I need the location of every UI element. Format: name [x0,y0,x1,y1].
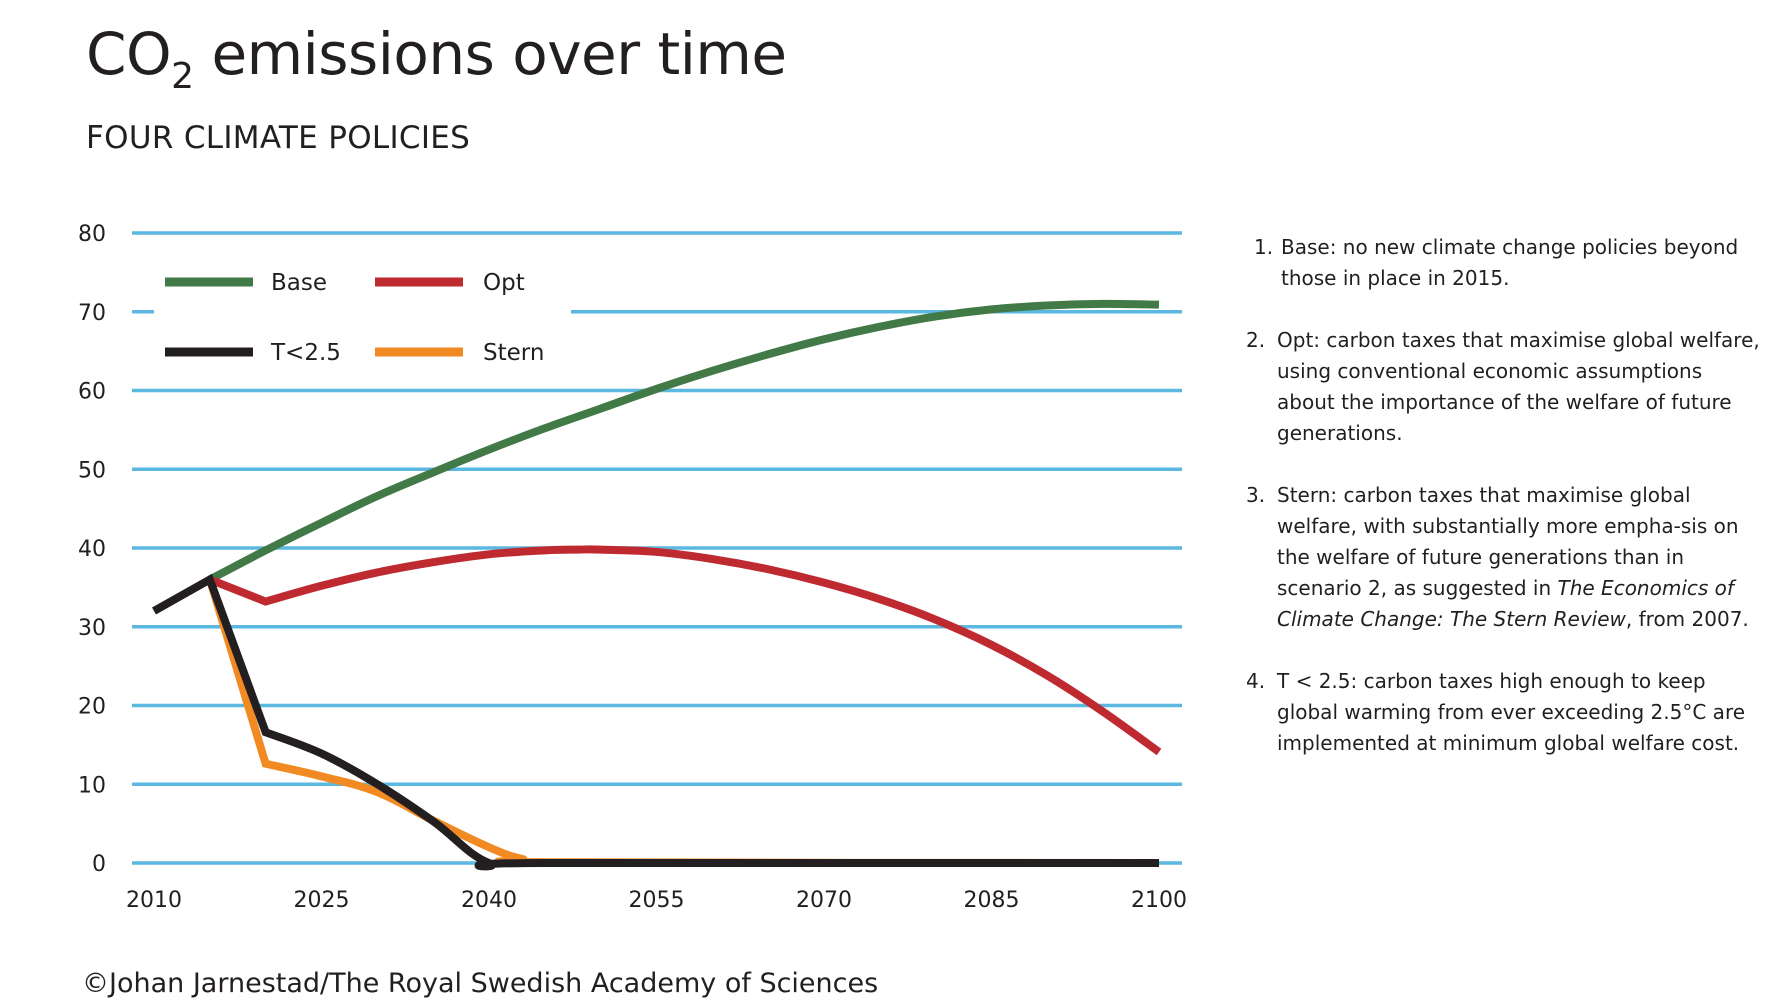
x-tick-label: 2040 [461,888,517,913]
y-axis-ticks: 0 10 20 30 40 50 60 70 80 [78,222,106,877]
legend-label-opt: Opt [483,270,525,296]
legend: Base Opt T<2.5 Stern [165,270,544,366]
policy-note: 2. Opt: carbon taxes that maximise global… [1246,325,1766,449]
y-tick-label: 80 [78,222,106,247]
note-number: 2. [1246,328,1266,352]
series-line-t-2-5 [152,573,1159,871]
note-text: T < 2.5: carbon taxes high enough to kee… [1277,669,1746,755]
policy-note: 1. Base: no new climate change policies b… [1246,232,1766,294]
note-text: Base: no new climate change policies bey… [1281,235,1739,290]
note-citation: The Economics of Climate Change: The Ste… [1277,576,1734,631]
y-tick-label: 70 [78,301,106,326]
series-line-opt [208,545,1162,756]
legend-label-t-2-5: T<2.5 [270,340,341,366]
y-tick-label: 0 [92,852,106,877]
note-text: Stern: carbon taxes that maximise global… [1277,483,1739,600]
x-tick-label: 2025 [294,888,350,913]
y-tick-label: 60 [78,380,106,405]
note-number: 4. [1246,669,1266,693]
legend-label-stern: Stern [483,340,544,366]
title-suffix: emissions over time [193,20,787,88]
y-tick-label: 20 [78,695,106,720]
chart-title: CO2 emissions over time [86,20,787,95]
title-prefix: CO [86,20,172,88]
note-text: , from 2007. [1625,607,1749,631]
x-tick-label: 2100 [1131,888,1187,913]
credit-footer: ©Johan Jarnestad/The Royal Swedish Acade… [82,968,879,999]
policy-notes: 1. Base: no new climate change policies b… [1246,232,1766,790]
y-tick-label: 40 [78,537,106,562]
y-tick-label: 10 [78,773,106,798]
title-subscript: 2 [171,56,194,97]
x-tick-label: 2070 [796,888,852,913]
policy-note: 4. T < 2.5: carbon taxes high enough to k… [1246,666,1766,759]
note-number: 1. [1254,235,1274,259]
note-number: 3. [1246,483,1266,507]
x-tick-label: 2055 [629,888,685,913]
x-tick-label: 2085 [964,888,1020,913]
chart-subtitle: FOUR CLIMATE POLICIES [86,120,471,156]
legend-label-base: Base [271,270,327,296]
y-tick-label: 50 [78,458,106,483]
y-tick-label: 30 [78,616,106,641]
series-line-base [207,299,1160,584]
note-text: Opt: carbon taxes that maximise global w… [1277,328,1760,445]
policy-note: 3. Stern: carbon taxes that maximise glob… [1246,480,1766,635]
series-lines [152,299,1162,871]
x-axis-ticks: 2010 2025 2040 2055 2070 2085 2100 [126,888,1187,913]
series-line-stern [206,578,1160,867]
x-tick-label: 2010 [126,888,182,913]
